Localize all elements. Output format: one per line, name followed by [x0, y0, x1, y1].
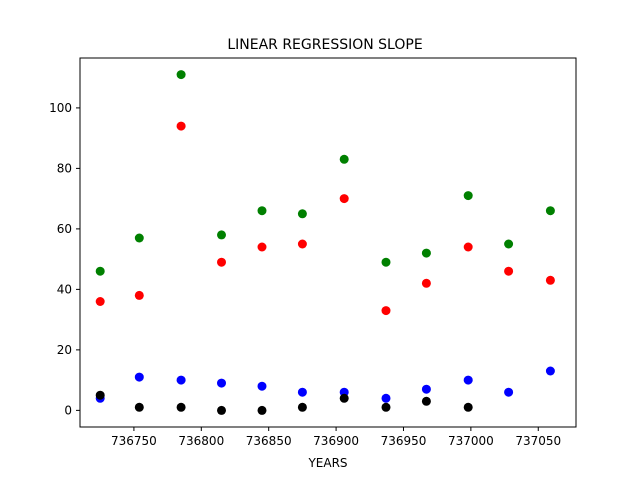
y-tick-label: 0: [64, 403, 72, 417]
x-tick-label: 737050: [515, 434, 561, 448]
data-point: [217, 405, 226, 415]
data-point: [217, 230, 226, 240]
y-tick-label: 20: [57, 343, 72, 357]
x-axis-ticks: 736750 736800 736850 736900 736950 737000 7370…: [111, 427, 561, 448]
data-point: [421, 396, 431, 406]
data-point: [421, 278, 431, 288]
data-point: [176, 402, 186, 412]
data-point: [134, 290, 144, 300]
x-tick-label: 736800: [178, 434, 224, 448]
data-point: [339, 154, 349, 164]
data-point: [339, 194, 349, 204]
data-point: [545, 275, 555, 285]
x-tick-label: 736900: [313, 434, 359, 448]
data-point: [176, 70, 186, 80]
data-point: [463, 402, 473, 412]
data-point: [297, 387, 307, 397]
data-point: [381, 257, 391, 267]
data-point: [463, 375, 473, 385]
data-point: [545, 206, 555, 216]
data-point: [95, 297, 105, 306]
data-point: [176, 375, 186, 385]
data-point: [95, 266, 105, 276]
data-points: [95, 70, 555, 415]
data-point: [421, 384, 431, 394]
y-axis-ticks: 0 20 40 60 80 100: [49, 101, 80, 417]
data-point: [545, 366, 555, 376]
x-tick-label: 736950: [381, 434, 427, 448]
data-point: [421, 248, 431, 258]
data-point: [381, 393, 391, 403]
data-point: [463, 191, 473, 201]
data-point: [95, 390, 105, 400]
data-point: [134, 372, 144, 382]
data-point: [297, 402, 307, 412]
data-point: [339, 393, 349, 403]
data-point: [176, 121, 186, 131]
data-point: [257, 206, 267, 216]
x-tick-label: 736750: [111, 434, 157, 448]
data-point: [463, 242, 473, 252]
data-point: [257, 242, 267, 252]
y-tick-label: 80: [57, 161, 72, 175]
plot-frame: [79, 57, 577, 428]
data-point: [257, 381, 267, 391]
data-point: [134, 402, 144, 412]
data-point: [257, 405, 267, 415]
data-point: [504, 239, 514, 249]
y-tick-label: 40: [57, 282, 72, 296]
data-point: [297, 209, 307, 219]
y-tick-label: 100: [49, 101, 72, 115]
x-tick-label: 736850: [246, 434, 292, 448]
data-point: [381, 306, 391, 316]
x-axis-label: YEARS: [307, 456, 347, 470]
data-point: [504, 266, 514, 276]
data-point: [381, 402, 391, 412]
x-tick-label: 737000: [448, 434, 494, 448]
data-point: [297, 239, 307, 249]
data-point: [217, 378, 226, 388]
data-point: [504, 387, 514, 397]
data-point: [217, 257, 226, 267]
y-tick-label: 60: [57, 222, 72, 236]
chart-title: LINEAR REGRESSION SLOPE: [227, 37, 422, 53]
data-point: [134, 233, 144, 243]
